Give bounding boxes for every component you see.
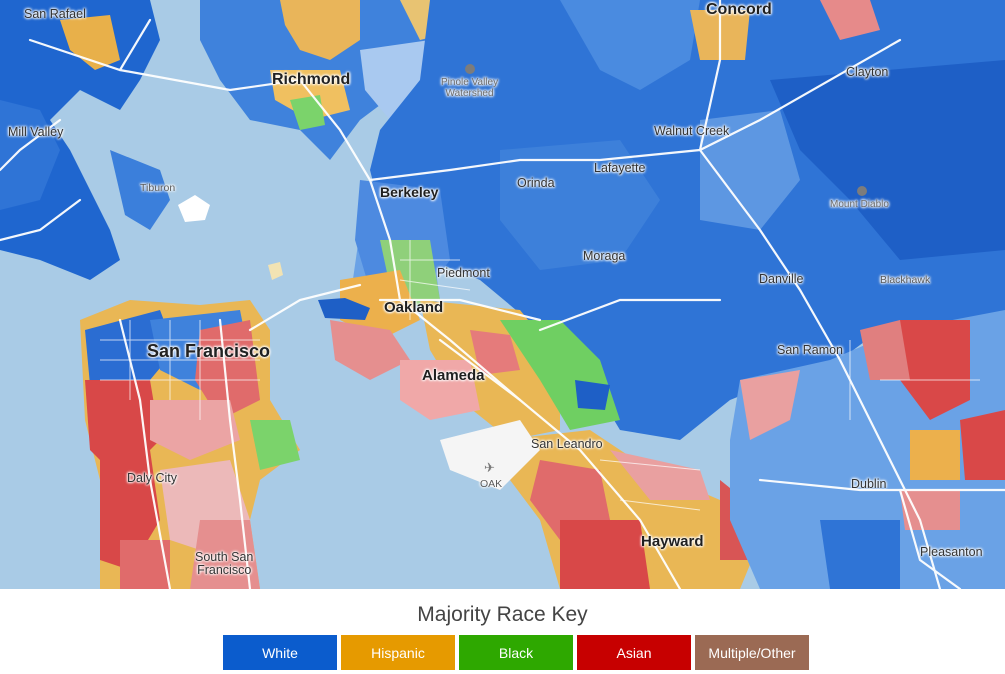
- label-dublin: Dublin: [851, 477, 887, 491]
- label-pleasanton: Pleasanton: [920, 545, 983, 559]
- label-san-francisco: San Francisco: [147, 341, 271, 361]
- label-pinole-valley: Pinole Valley Watershed: [441, 77, 499, 99]
- legend-title: Majority Race Key: [417, 603, 588, 626]
- airplane-icon: ✈: [484, 460, 495, 475]
- legend-key-black: Black: [459, 635, 573, 670]
- legend-key-multiple-other: Multiple/Other: [695, 635, 809, 670]
- label-oakland: Oakland: [384, 299, 444, 316]
- label-daly-city: Daly City: [127, 471, 178, 485]
- legend-key-asian: Asian: [577, 635, 691, 670]
- map-tiles: [0, 0, 1005, 589]
- label-piedmont: Piedmont: [437, 266, 490, 280]
- label-san-ramon: San Ramon: [777, 343, 844, 357]
- race-map[interactable]: San Rafael Concord Richmond Pinole Valle…: [0, 0, 1005, 589]
- label-orinda: Orinda: [517, 176, 555, 190]
- legend-key-hispanic: Hispanic: [341, 635, 455, 670]
- label-berkeley: Berkeley: [380, 184, 439, 200]
- legend-keys: White Hispanic Black Asian Multiple/Othe…: [223, 635, 809, 670]
- tree-icon: [465, 64, 475, 74]
- label-alameda: Alameda: [422, 367, 485, 384]
- tree-icon: [857, 186, 867, 196]
- label-richmond: Richmond: [272, 71, 351, 88]
- label-hayward: Hayward: [641, 533, 704, 550]
- label-concord: Concord: [706, 1, 772, 18]
- label-mill-valley: Mill Valley: [8, 125, 64, 139]
- label-walnut-creek: Walnut Creek: [654, 124, 730, 138]
- label-san-leandro: San Leandro: [531, 437, 603, 451]
- label-mount-diablo: Mount Diablo: [830, 199, 889, 210]
- label-san-rafael: San Rafael: [24, 7, 86, 21]
- label-lafayette: Lafayette: [594, 161, 646, 175]
- label-tiburon: Tiburon: [140, 182, 176, 194]
- label-moraga: Moraga: [583, 249, 626, 263]
- label-south-san-francisco: South San Francisco: [195, 550, 254, 578]
- legend-key-white: White: [223, 635, 337, 670]
- label-danville: Danville: [759, 272, 804, 286]
- label-oak-airport: OAK: [480, 478, 503, 490]
- label-clayton: Clayton: [846, 65, 889, 79]
- label-blackhawk: Blackhawk: [880, 274, 931, 286]
